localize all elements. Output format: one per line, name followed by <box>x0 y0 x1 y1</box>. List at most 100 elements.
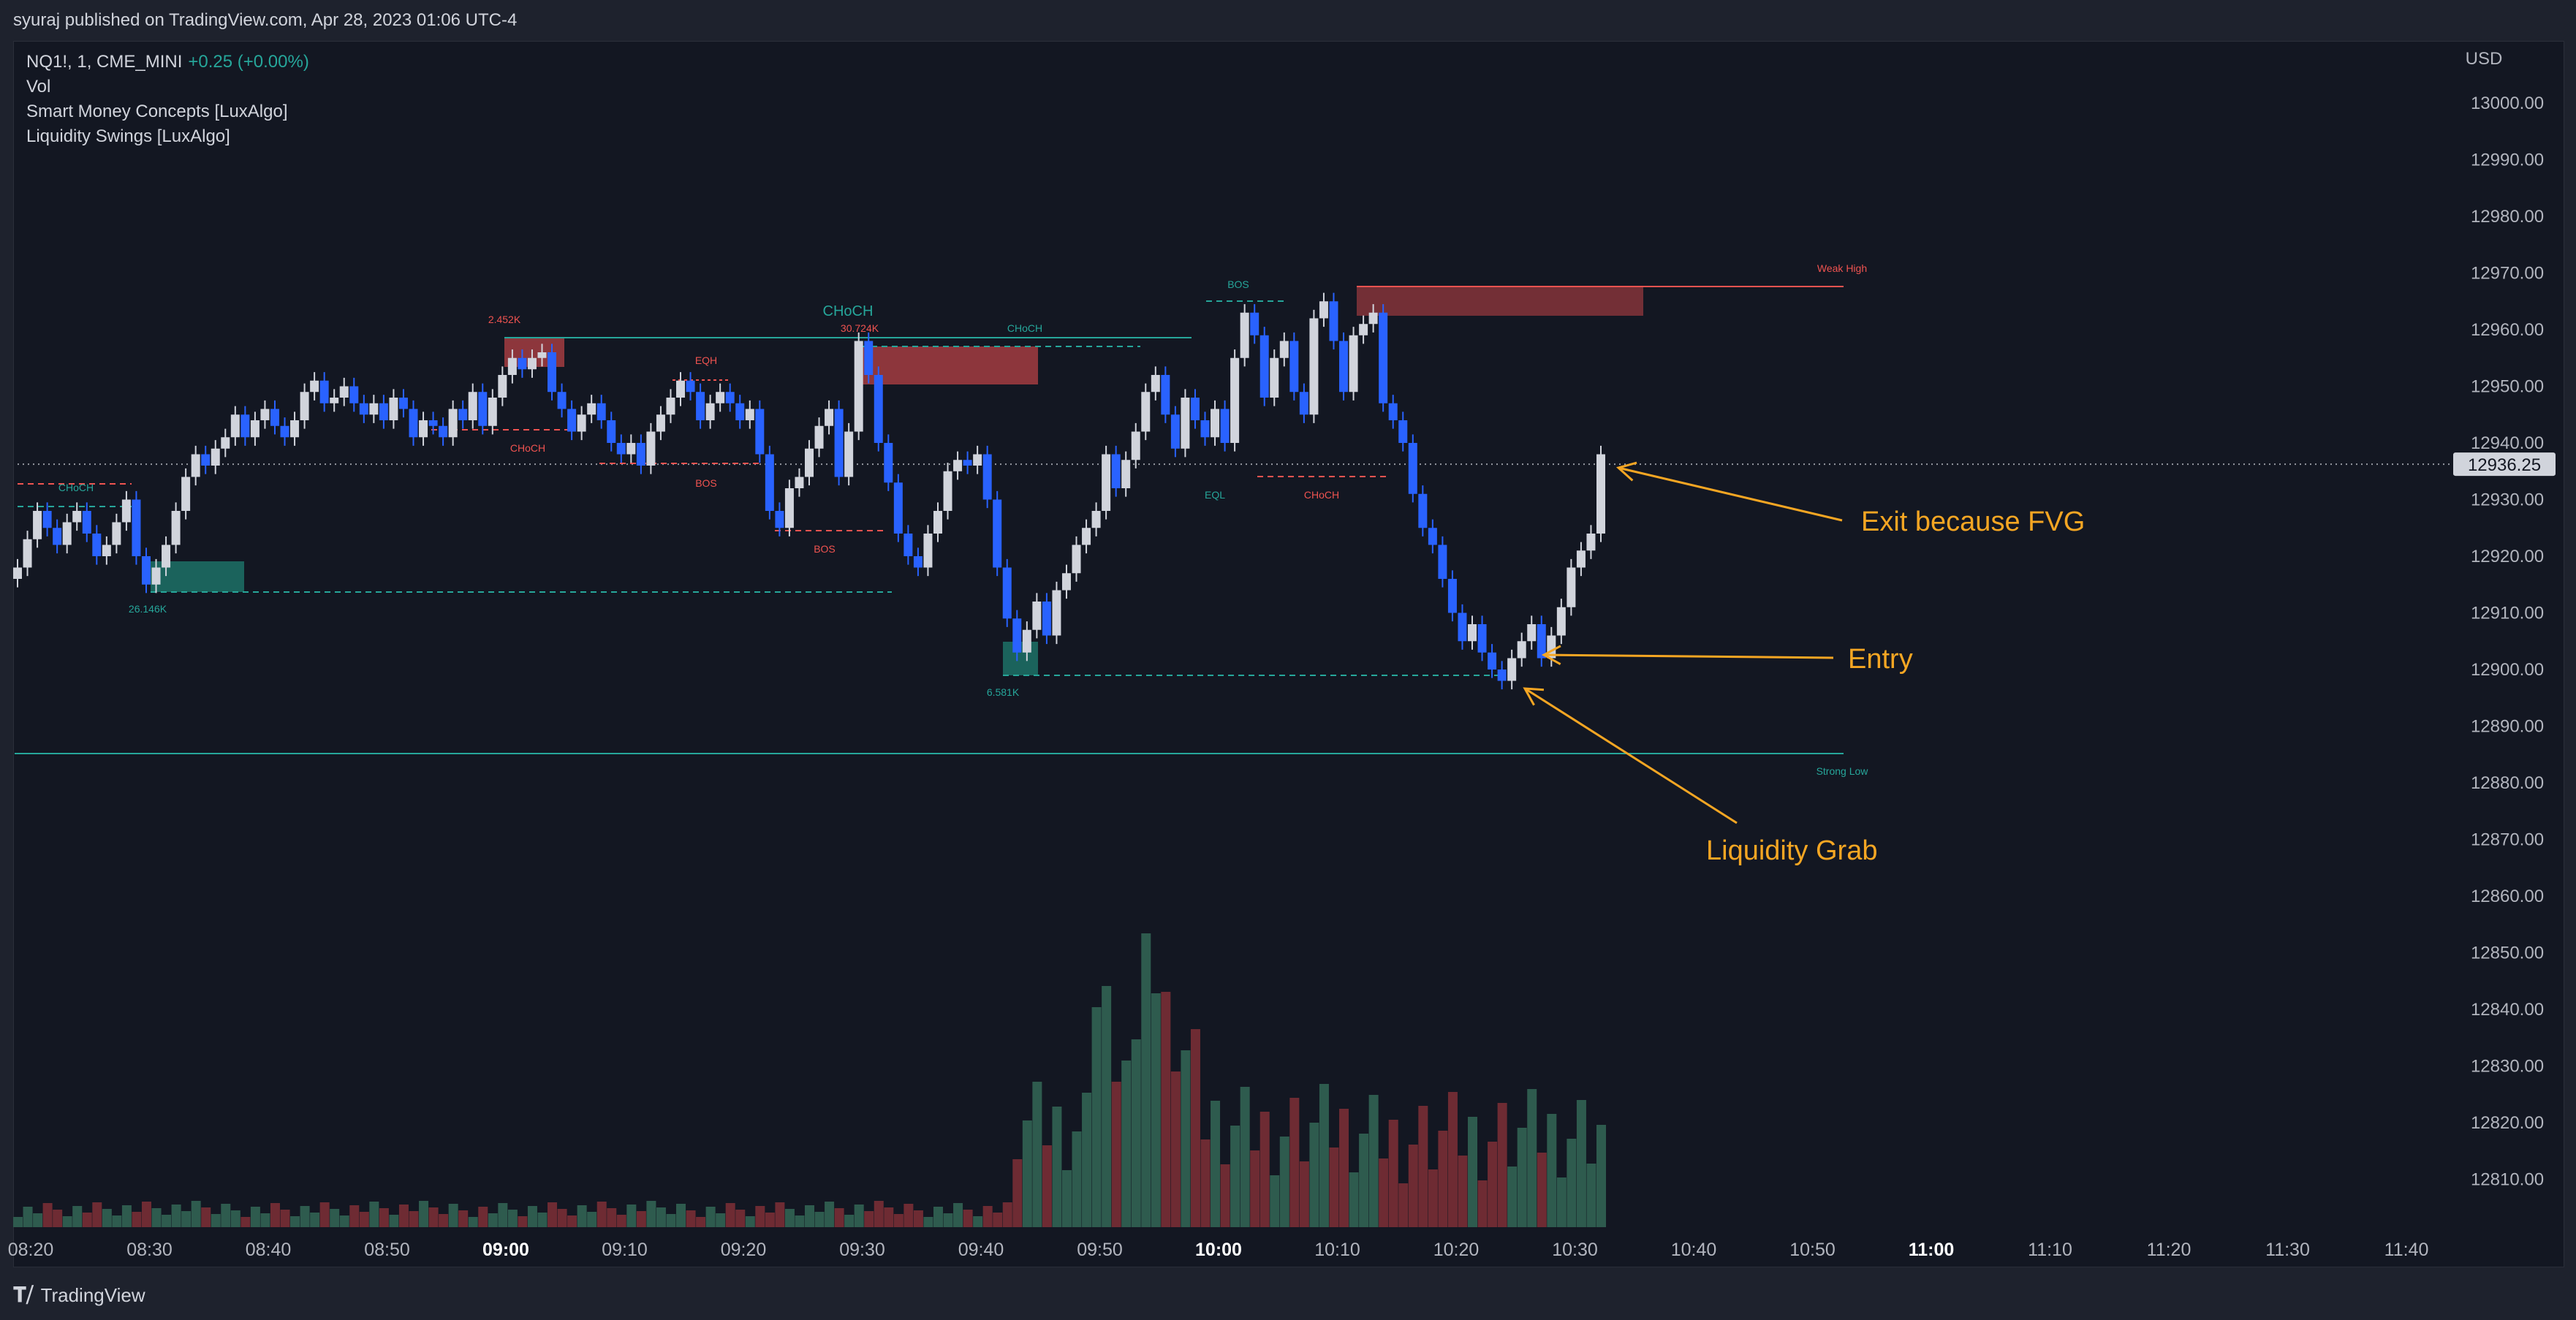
y-tick-label: 12940.00 <box>2471 433 2544 453</box>
volume-bar <box>874 1201 884 1227</box>
candle-body <box>716 392 725 403</box>
candle-body <box>1388 403 1398 420</box>
candle-body <box>1527 624 1537 642</box>
volume-bar <box>507 1210 518 1227</box>
candle-body <box>1220 409 1230 443</box>
candle-body <box>953 460 963 471</box>
y-tick-label: 12850.00 <box>2471 944 2544 963</box>
volume-bar <box>379 1208 389 1227</box>
structure-label: BOS <box>1227 278 1249 290</box>
annotation-arrow <box>1543 653 1834 659</box>
volume-bar <box>53 1210 63 1227</box>
annotation-label: Entry <box>1848 644 1913 675</box>
volume-bar <box>240 1217 251 1227</box>
indicator-smc[interactable]: Smart Money Concepts [LuxAlgo] <box>26 102 288 121</box>
candle-body <box>765 454 774 511</box>
volume-bar <box>211 1214 221 1227</box>
volume-bar <box>13 1217 23 1227</box>
candle-body <box>1537 624 1546 659</box>
symbol-line[interactable]: NQ1!, 1, CME_MINI +0.25 (+0.00%) <box>26 50 309 75</box>
volume-bar <box>1091 1007 1102 1227</box>
volume-bar <box>260 1213 270 1227</box>
candle-body <box>1259 335 1269 398</box>
annotation-arrowhead <box>1615 461 1637 482</box>
candle-body <box>607 420 616 443</box>
candle-body <box>913 556 923 568</box>
volume-bar <box>1339 1109 1349 1227</box>
x-tick-label: 08:20 <box>8 1240 54 1260</box>
volume-bar <box>587 1212 597 1227</box>
candle-body <box>498 375 507 398</box>
candle-body <box>330 398 339 403</box>
candle-body <box>596 403 606 420</box>
candle-body <box>1240 312 1249 358</box>
candle-body <box>1141 392 1151 432</box>
candle-body <box>814 425 824 449</box>
volume-bar <box>784 1209 795 1227</box>
candle-body <box>527 357 537 370</box>
supply-zone <box>1357 287 1643 316</box>
volume-bar <box>221 1204 231 1227</box>
x-tick-label: 09:00 <box>482 1240 529 1260</box>
candle-body <box>825 409 834 426</box>
candle-body <box>735 403 745 420</box>
volume-bar <box>171 1205 181 1227</box>
indicator-liquidity-swings[interactable]: Liquidity Swings [LuxAlgo] <box>26 126 230 146</box>
volume-bar <box>686 1210 696 1227</box>
candle-body <box>398 398 408 409</box>
y-tick-label: 12930.00 <box>2471 490 2544 510</box>
brand-name: TradingView <box>40 1284 145 1306</box>
candle-body <box>290 420 300 438</box>
candle-body <box>1200 420 1210 438</box>
candle-body <box>379 403 388 420</box>
volume-bar <box>419 1201 429 1227</box>
volume-bar <box>696 1217 706 1227</box>
candle-body <box>725 392 735 403</box>
tradingview-logo-icon: 𝐓⧸ <box>13 1283 34 1306</box>
volume-bar <box>1359 1134 1369 1227</box>
x-tick-label: 11:40 <box>2384 1240 2429 1260</box>
volume-bar <box>913 1210 923 1227</box>
candle-body <box>884 443 893 483</box>
volume-bar <box>735 1210 746 1227</box>
candle-body <box>1408 443 1417 494</box>
volume-bar <box>795 1215 805 1227</box>
candle-body <box>270 409 279 426</box>
candle-body <box>359 403 368 415</box>
candle-body <box>1042 602 1051 636</box>
candle-body <box>211 448 220 466</box>
candle-body <box>181 477 191 511</box>
candle-body <box>1418 493 1428 528</box>
structure-label: EQH <box>695 354 717 366</box>
candle-body <box>478 392 488 426</box>
volume-bar <box>1567 1139 1577 1227</box>
candle-body <box>686 380 695 392</box>
volume-bar <box>1398 1183 1409 1227</box>
volume-bar <box>825 1202 835 1227</box>
indicator-vol[interactable]: Vol <box>26 77 51 96</box>
y-tick-label: 12860.00 <box>2471 887 2544 906</box>
candle-body <box>656 414 665 432</box>
x-tick-label: 09:10 <box>602 1240 648 1260</box>
volume-bar <box>1032 1082 1042 1227</box>
volume-bar <box>1497 1103 1507 1227</box>
candle-body <box>389 398 398 420</box>
volume-bar <box>82 1213 92 1227</box>
structure-label: Weak High <box>1817 262 1867 274</box>
candle-body <box>1102 454 1111 511</box>
volume-bar <box>468 1217 478 1227</box>
volume-bar <box>1082 1093 1092 1227</box>
candle-body <box>1586 534 1596 551</box>
candle-body <box>982 454 992 500</box>
candle-body <box>993 499 1002 568</box>
structure-label: 6.581K <box>987 686 1020 698</box>
x-tick-label: 11:10 <box>2028 1240 2072 1260</box>
volume-bar <box>1329 1148 1339 1227</box>
candle-body <box>42 511 52 528</box>
volume-bar <box>250 1207 260 1227</box>
tradingview-brand[interactable]: 𝐓⧸ TradingView <box>13 1283 145 1308</box>
volume-bar <box>280 1210 290 1227</box>
candle-body <box>1279 341 1289 358</box>
annotation-label: Exit because FVG <box>1861 507 2085 537</box>
